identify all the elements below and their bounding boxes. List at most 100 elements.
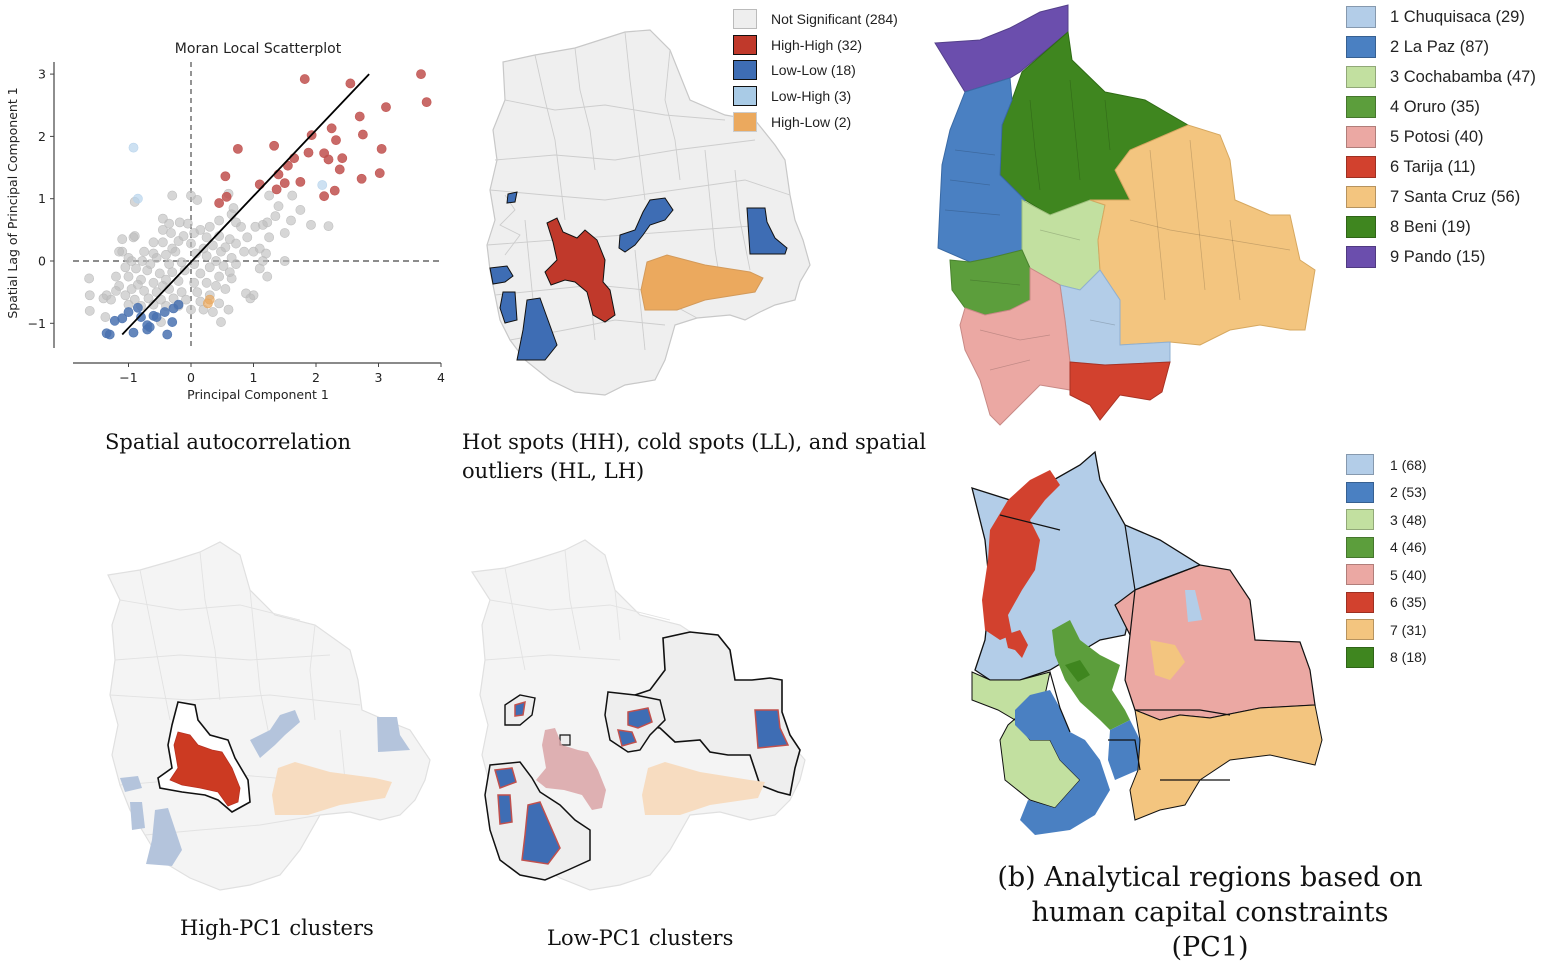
low-low-cluster (521, 801, 561, 865)
data-point (211, 256, 221, 266)
data-point (162, 329, 173, 340)
legend-swatch-icon (1346, 186, 1376, 208)
data-point (131, 263, 141, 274)
data-point (195, 268, 206, 279)
data-point (223, 304, 234, 315)
region-7 (1150, 640, 1185, 680)
data-point (167, 267, 178, 278)
data-point (114, 246, 125, 257)
data-point (161, 249, 171, 260)
data-point (191, 248, 201, 259)
data-point (167, 317, 178, 327)
data-point (279, 228, 290, 238)
data-point (104, 329, 115, 340)
region-1 (1185, 590, 1202, 622)
legend-swatch-icon (1346, 591, 1374, 613)
low-low-cluster (489, 265, 514, 285)
moran-scatterplot-panel: Moran Local Scatterplot −1 0 1 2 3 4 −1 0 1 2 3 Pr… (0, 30, 460, 410)
data-point (192, 195, 203, 205)
data-point (176, 287, 187, 298)
data-point (84, 290, 95, 301)
data-point (174, 217, 185, 228)
low-low-cluster (516, 297, 558, 361)
caption-hotspots-line2: outliers (HL, LH) (462, 459, 645, 483)
data-point (356, 173, 367, 184)
low-low-faded (377, 717, 410, 752)
legend-swatch-icon (733, 112, 757, 133)
x-tick-label: −1 (119, 370, 137, 385)
data-point (139, 286, 150, 296)
data-point (157, 237, 168, 248)
data-point (84, 305, 95, 316)
data-point (129, 231, 140, 241)
caption-analytical-line1: (b) Analytical regions based on (997, 862, 1423, 893)
caption-hotspots-line1: Hot spots (HH), cold spots (LL), and spa… (462, 430, 927, 454)
low-low-cluster (617, 729, 638, 747)
chart-title: Moran Local Scatterplot (175, 41, 342, 57)
legend-swatch-icon (1346, 156, 1376, 178)
legend-swatch-icon (1346, 536, 1374, 558)
data-point (239, 246, 250, 257)
legend-item: 3 (48) (1346, 506, 1427, 534)
data-point (306, 219, 316, 230)
data-point (159, 307, 170, 317)
low-low-cluster (494, 767, 517, 789)
low-low-cluster (499, 291, 518, 324)
data-point (264, 190, 275, 201)
data-point (287, 190, 298, 201)
data-point (303, 147, 314, 158)
low-low-cluster (506, 191, 518, 204)
data-point (148, 299, 159, 310)
x-tick-label: 1 (250, 370, 258, 385)
moran-scatterplot: Moran Local Scatterplot −1 0 1 2 3 4 −1 0 1 2 3 Pr… (5, 41, 445, 402)
x-tick-label: 3 (375, 370, 383, 385)
x-tick-label: 2 (312, 370, 320, 385)
municipality-borders (484, 549, 671, 671)
data-point (137, 256, 148, 266)
data-point (220, 284, 231, 294)
department-legend: 1 Chuquisaca (29) 2 La Paz (87) 3 Cochabam… (1346, 2, 1536, 272)
legend-label: High-Low (2) (771, 114, 852, 131)
legend-label: 7 Santa Cruz (56) (1390, 187, 1521, 206)
region-4 (1052, 620, 1130, 730)
low-low-faded (130, 802, 145, 830)
caption-analytical-line2: human capital constraints (PC1) (1031, 897, 1389, 963)
data-point (204, 221, 215, 232)
region-5 (1114, 564, 1316, 721)
data-point (167, 243, 178, 254)
data-point (354, 111, 365, 122)
data-point (218, 261, 229, 271)
data-point (226, 209, 237, 220)
data-point (221, 191, 232, 202)
data-point (120, 290, 131, 301)
legend-item: 5 (40) (1346, 561, 1427, 589)
data-point (264, 232, 275, 243)
legend-swatch-icon (1346, 454, 1374, 476)
data-point (216, 317, 226, 327)
department-borders (999, 514, 1231, 781)
data-point (231, 217, 241, 228)
legend-label: Not Significant (284) (771, 10, 898, 27)
legend-label: 5 Potosi (40) (1390, 127, 1484, 146)
data-point (214, 215, 225, 226)
legend-label: 4 (46) (1390, 539, 1427, 556)
data-point (279, 256, 290, 266)
data-point (323, 154, 334, 165)
region-7 (1129, 704, 1323, 821)
legend-item: Low-Low (18) (733, 58, 898, 84)
bolivia-low-pc1-map (470, 539, 806, 891)
data-point (286, 215, 296, 226)
legend-label: 3 Cochabamba (47) (1390, 67, 1536, 86)
data-point (211, 281, 221, 291)
data-point (421, 97, 432, 108)
data-point (192, 287, 203, 298)
low-low-cluster (627, 707, 653, 729)
data-point (128, 142, 139, 153)
data-point (123, 252, 134, 263)
bolivia-departments-map (934, 4, 1316, 426)
legend-label: 1 (68) (1390, 456, 1427, 473)
data-point (207, 240, 218, 251)
legend-item: 7 Santa Cruz (56) (1346, 182, 1536, 212)
legend-item: 7 (31) (1346, 616, 1427, 644)
data-point (128, 327, 139, 338)
